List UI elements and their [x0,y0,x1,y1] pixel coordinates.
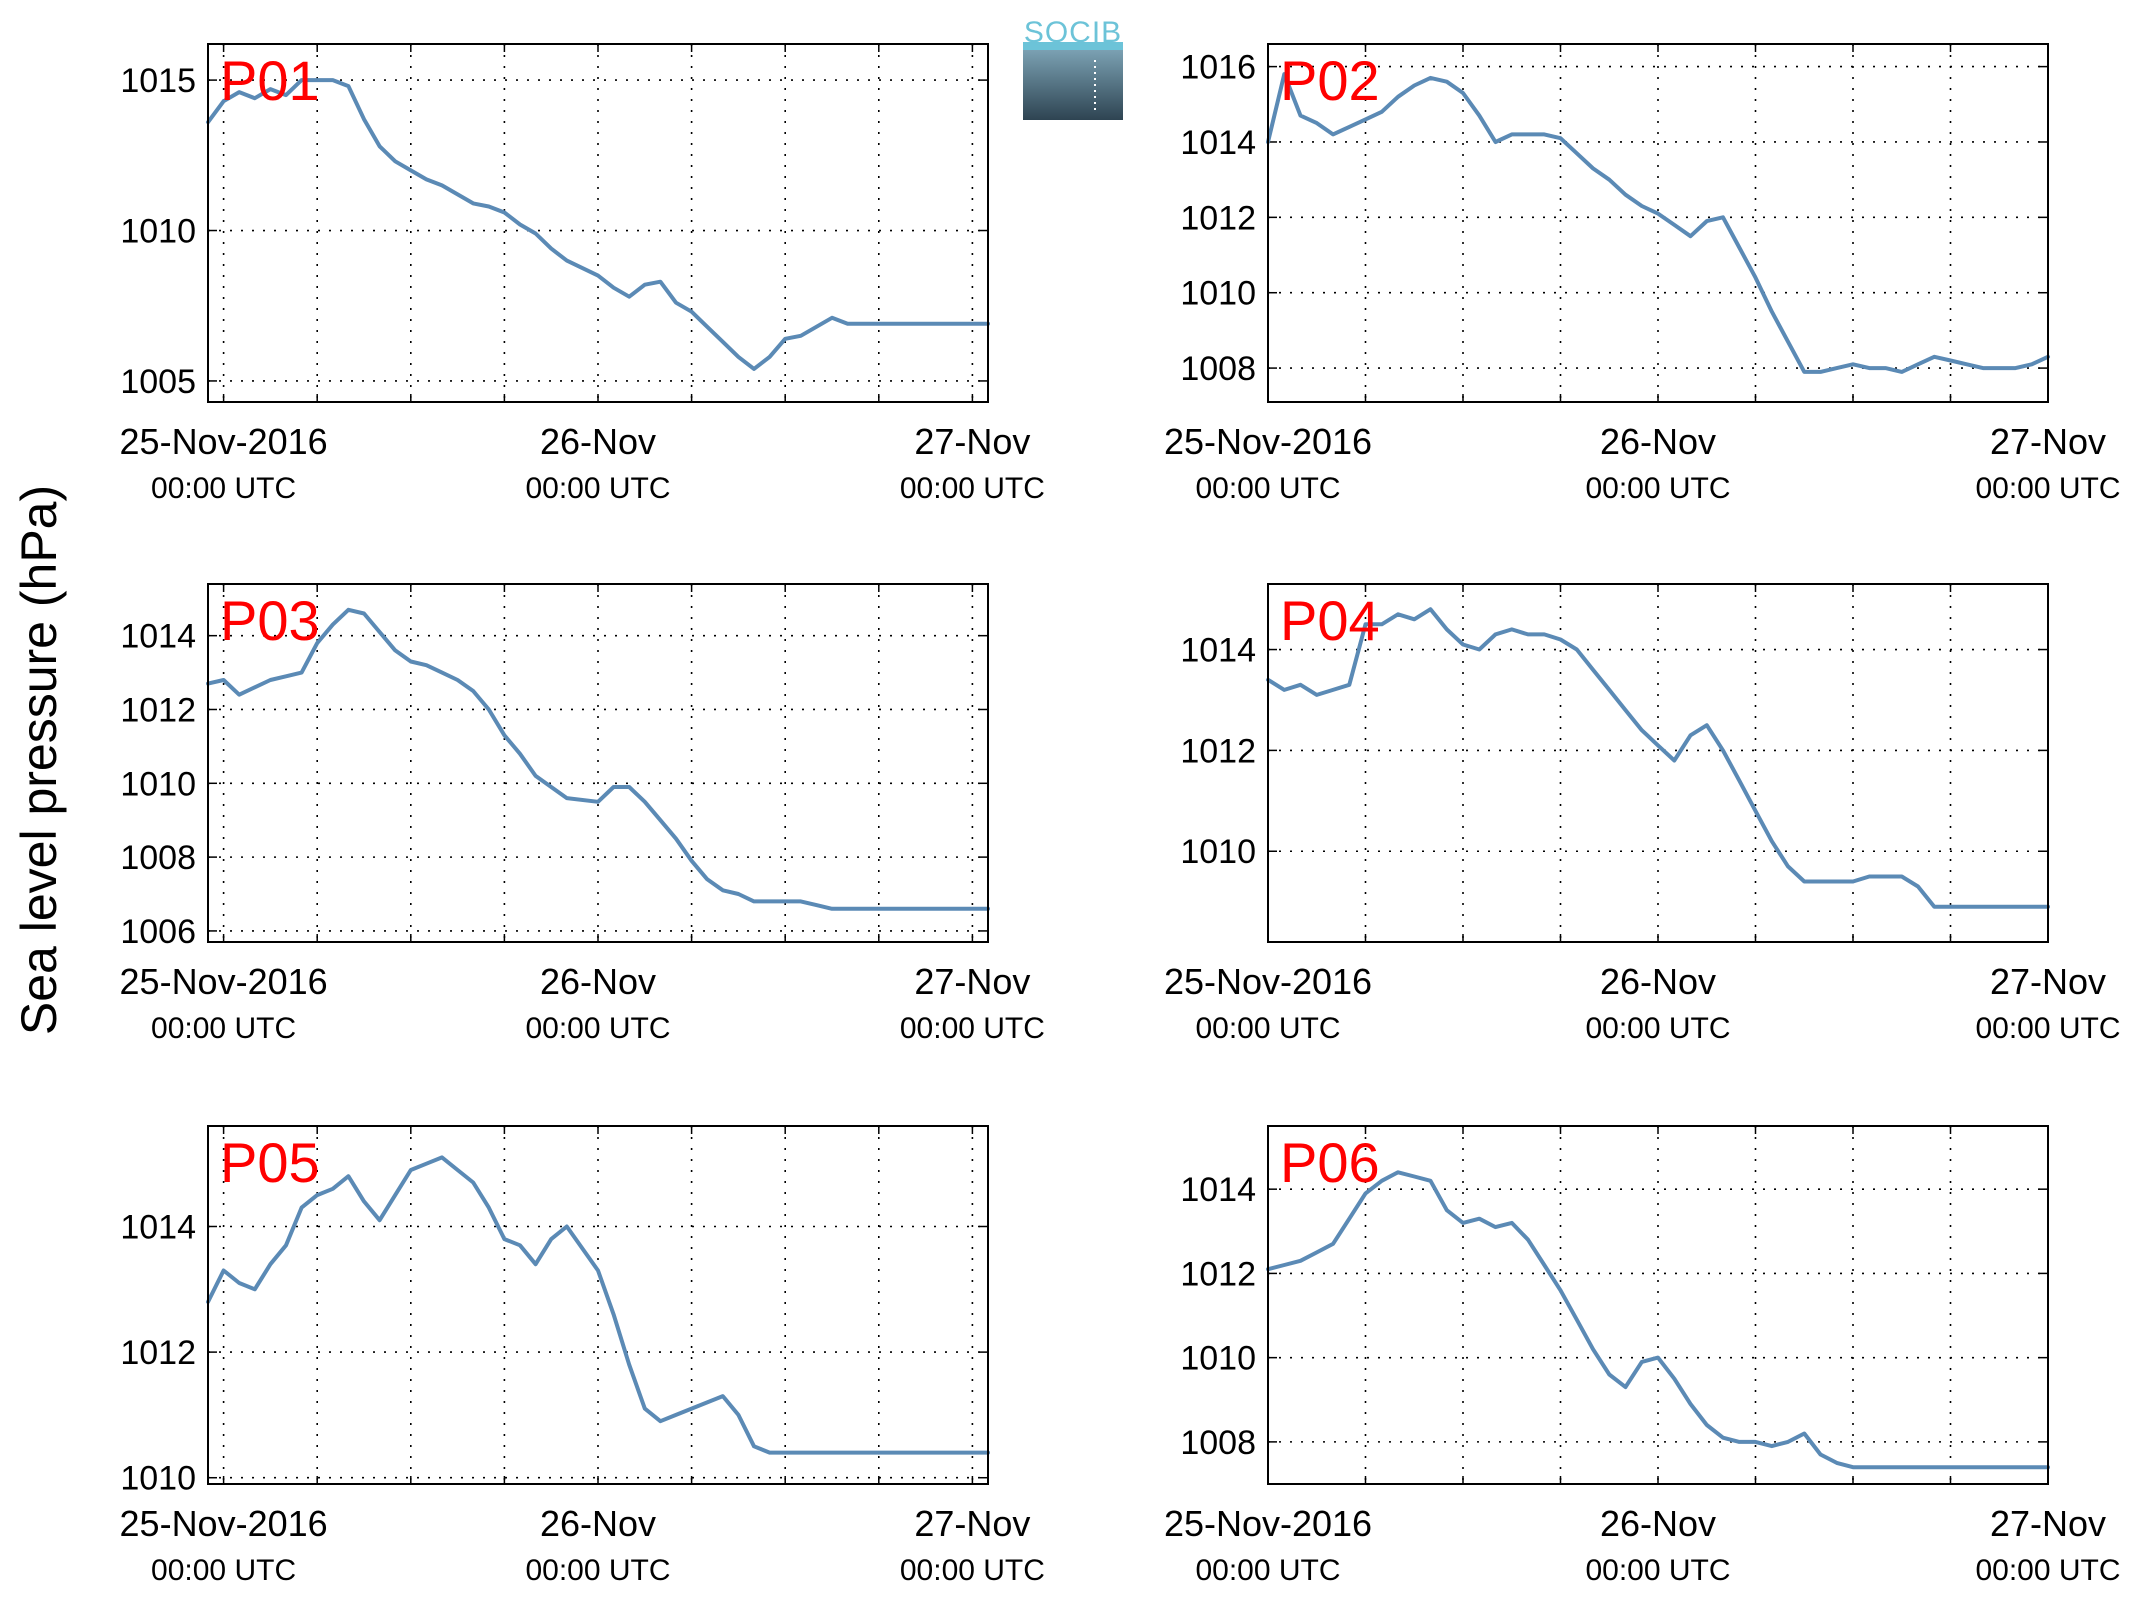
x-tick-label: 26-Nov [540,961,656,1002]
x-tick-label: 27-Nov [1990,961,2106,1002]
x-tick-sublabel: 00:00 UTC [1195,1012,1340,1045]
axes-frame [207,1125,989,1485]
x-tick-sublabel: 00:00 UTC [1585,472,1730,505]
y-tick-label: 1014 [120,618,196,656]
x-tick-label: 26-Nov [540,421,656,462]
pressure-series-line [1266,72,2050,374]
y-tick-label: 1010 [120,765,196,803]
y-tick-label: 1012 [1180,199,1256,237]
x-tick-sublabel: 00:00 UTC [1585,1012,1730,1045]
y-tick-label: 1014 [1180,124,1256,162]
y-tick-label: 1008 [1180,1424,1256,1462]
pressure-series-line [1266,607,2050,909]
y-tick-label: 1012 [120,691,196,729]
y-tick-label: 1014 [1180,632,1256,670]
station-label: P06 [1280,1131,1380,1194]
x-tick-sublabel: 00:00 UTC [1195,472,1340,505]
y-tick-label: 1010 [1180,275,1256,313]
station-label: P02 [1280,49,1380,112]
x-tick-sublabel: 00:00 UTC [1585,1554,1730,1587]
x-tick-sublabel: 00:00 UTC [1975,1554,2120,1587]
station-label: P05 [220,1131,320,1194]
axes-frame [1267,43,2049,403]
x-tick-sublabel: 00:00 UTC [151,472,296,505]
x-tick-label: 25-Nov-2016 [120,961,328,1002]
socib-logo: SOCIB [1023,16,1123,120]
panel-p03: 1006 1008 1010 1012 1014 25-Nov-2016 00:00 UTC… [120,583,1045,1045]
panel-p05: 1010 1012 1014 25-Nov-2016 00:00 UTC 26-Nov 00… [120,1125,1045,1587]
station-label: P03 [220,589,320,652]
x-tick-sublabel: 00:00 UTC [525,1012,670,1045]
socib-logo-text: SOCIB [1024,16,1122,49]
y-tick-label: 1014 [1180,1171,1256,1209]
y-tick-label: 1010 [1180,1340,1256,1378]
y-tick-label: 1010 [120,213,196,251]
x-tick-label: 26-Nov [1600,961,1716,1002]
x-tick-label: 27-Nov [914,1503,1030,1544]
x-tick-label: 26-Nov [1600,421,1716,462]
x-tick-label: 26-Nov [540,1503,656,1544]
axes-frame [207,583,989,943]
y-tick-label: 1010 [120,1460,196,1498]
y-tick-label: 1005 [120,363,196,401]
x-tick-sublabel: 00:00 UTC [900,1012,1045,1045]
x-tick-label: 27-Nov [914,961,1030,1002]
station-label: P04 [1280,589,1380,652]
x-tick-label: 25-Nov-2016 [1164,421,1372,462]
y-tick-label: 1008 [1180,350,1256,388]
axes-frame [1267,1125,2049,1485]
y-axis-label: Sea level pressure (hPa) [11,485,67,1035]
x-tick-sublabel: 00:00 UTC [1975,1012,2120,1045]
x-tick-sublabel: 00:00 UTC [151,1012,296,1045]
pressure-series-line [206,607,990,911]
x-tick-sublabel: 00:00 UTC [525,1554,670,1587]
x-tick-label: 26-Nov [1600,1503,1716,1544]
pressure-series-line [206,78,990,371]
axes-frame [207,43,989,403]
axes-frame [1267,583,2049,943]
y-tick-label: 1014 [120,1208,196,1246]
x-tick-label: 27-Nov [1990,1503,2106,1544]
x-tick-label: 25-Nov-2016 [120,421,328,462]
panel-p02: 1008 1010 1012 1014 1016 25-Nov-2016 00:00 UTC… [1164,43,2121,505]
y-tick-label: 1012 [1180,732,1256,770]
y-tick-label: 1012 [1180,1255,1256,1293]
y-tick-label: 1015 [120,62,196,100]
y-tick-label: 1012 [120,1334,196,1372]
x-tick-sublabel: 00:00 UTC [900,472,1045,505]
x-tick-sublabel: 00:00 UTC [1195,1554,1340,1587]
x-tick-sublabel: 00:00 UTC [151,1554,296,1587]
x-tick-sublabel: 00:00 UTC [525,472,670,505]
x-tick-label: 27-Nov [1990,421,2106,462]
x-tick-label: 25-Nov-2016 [120,1503,328,1544]
y-tick-label: 1008 [120,839,196,877]
x-tick-sublabel: 00:00 UTC [1975,472,2120,505]
y-tick-label: 1006 [120,913,196,951]
panel-p06: 1008 1010 1012 1014 25-Nov-2016 00:00 UTC 26-N… [1164,1125,2121,1587]
x-tick-label: 25-Nov-2016 [1164,1503,1372,1544]
x-tick-label: 25-Nov-2016 [1164,961,1372,1002]
pressure-series-line [1266,1170,2050,1470]
y-tick-label: 1010 [1180,833,1256,871]
panel-p04: 1010 1012 1014 25-Nov-2016 00:00 UTC 26-Nov 00… [1164,583,2121,1045]
panel-p01: 1005 1010 1015 25-Nov-2016 00:00 UTC 26-Nov 00… [120,43,1045,505]
pressure-series-line [206,1155,990,1455]
station-label: P01 [220,49,320,112]
y-tick-label: 1016 [1180,49,1256,87]
x-tick-label: 27-Nov [914,421,1030,462]
panels-container: 1005 1010 1015 25-Nov-2016 00:00 UTC 26-Nov 00… [120,43,2121,1587]
x-tick-sublabel: 00:00 UTC [900,1554,1045,1587]
